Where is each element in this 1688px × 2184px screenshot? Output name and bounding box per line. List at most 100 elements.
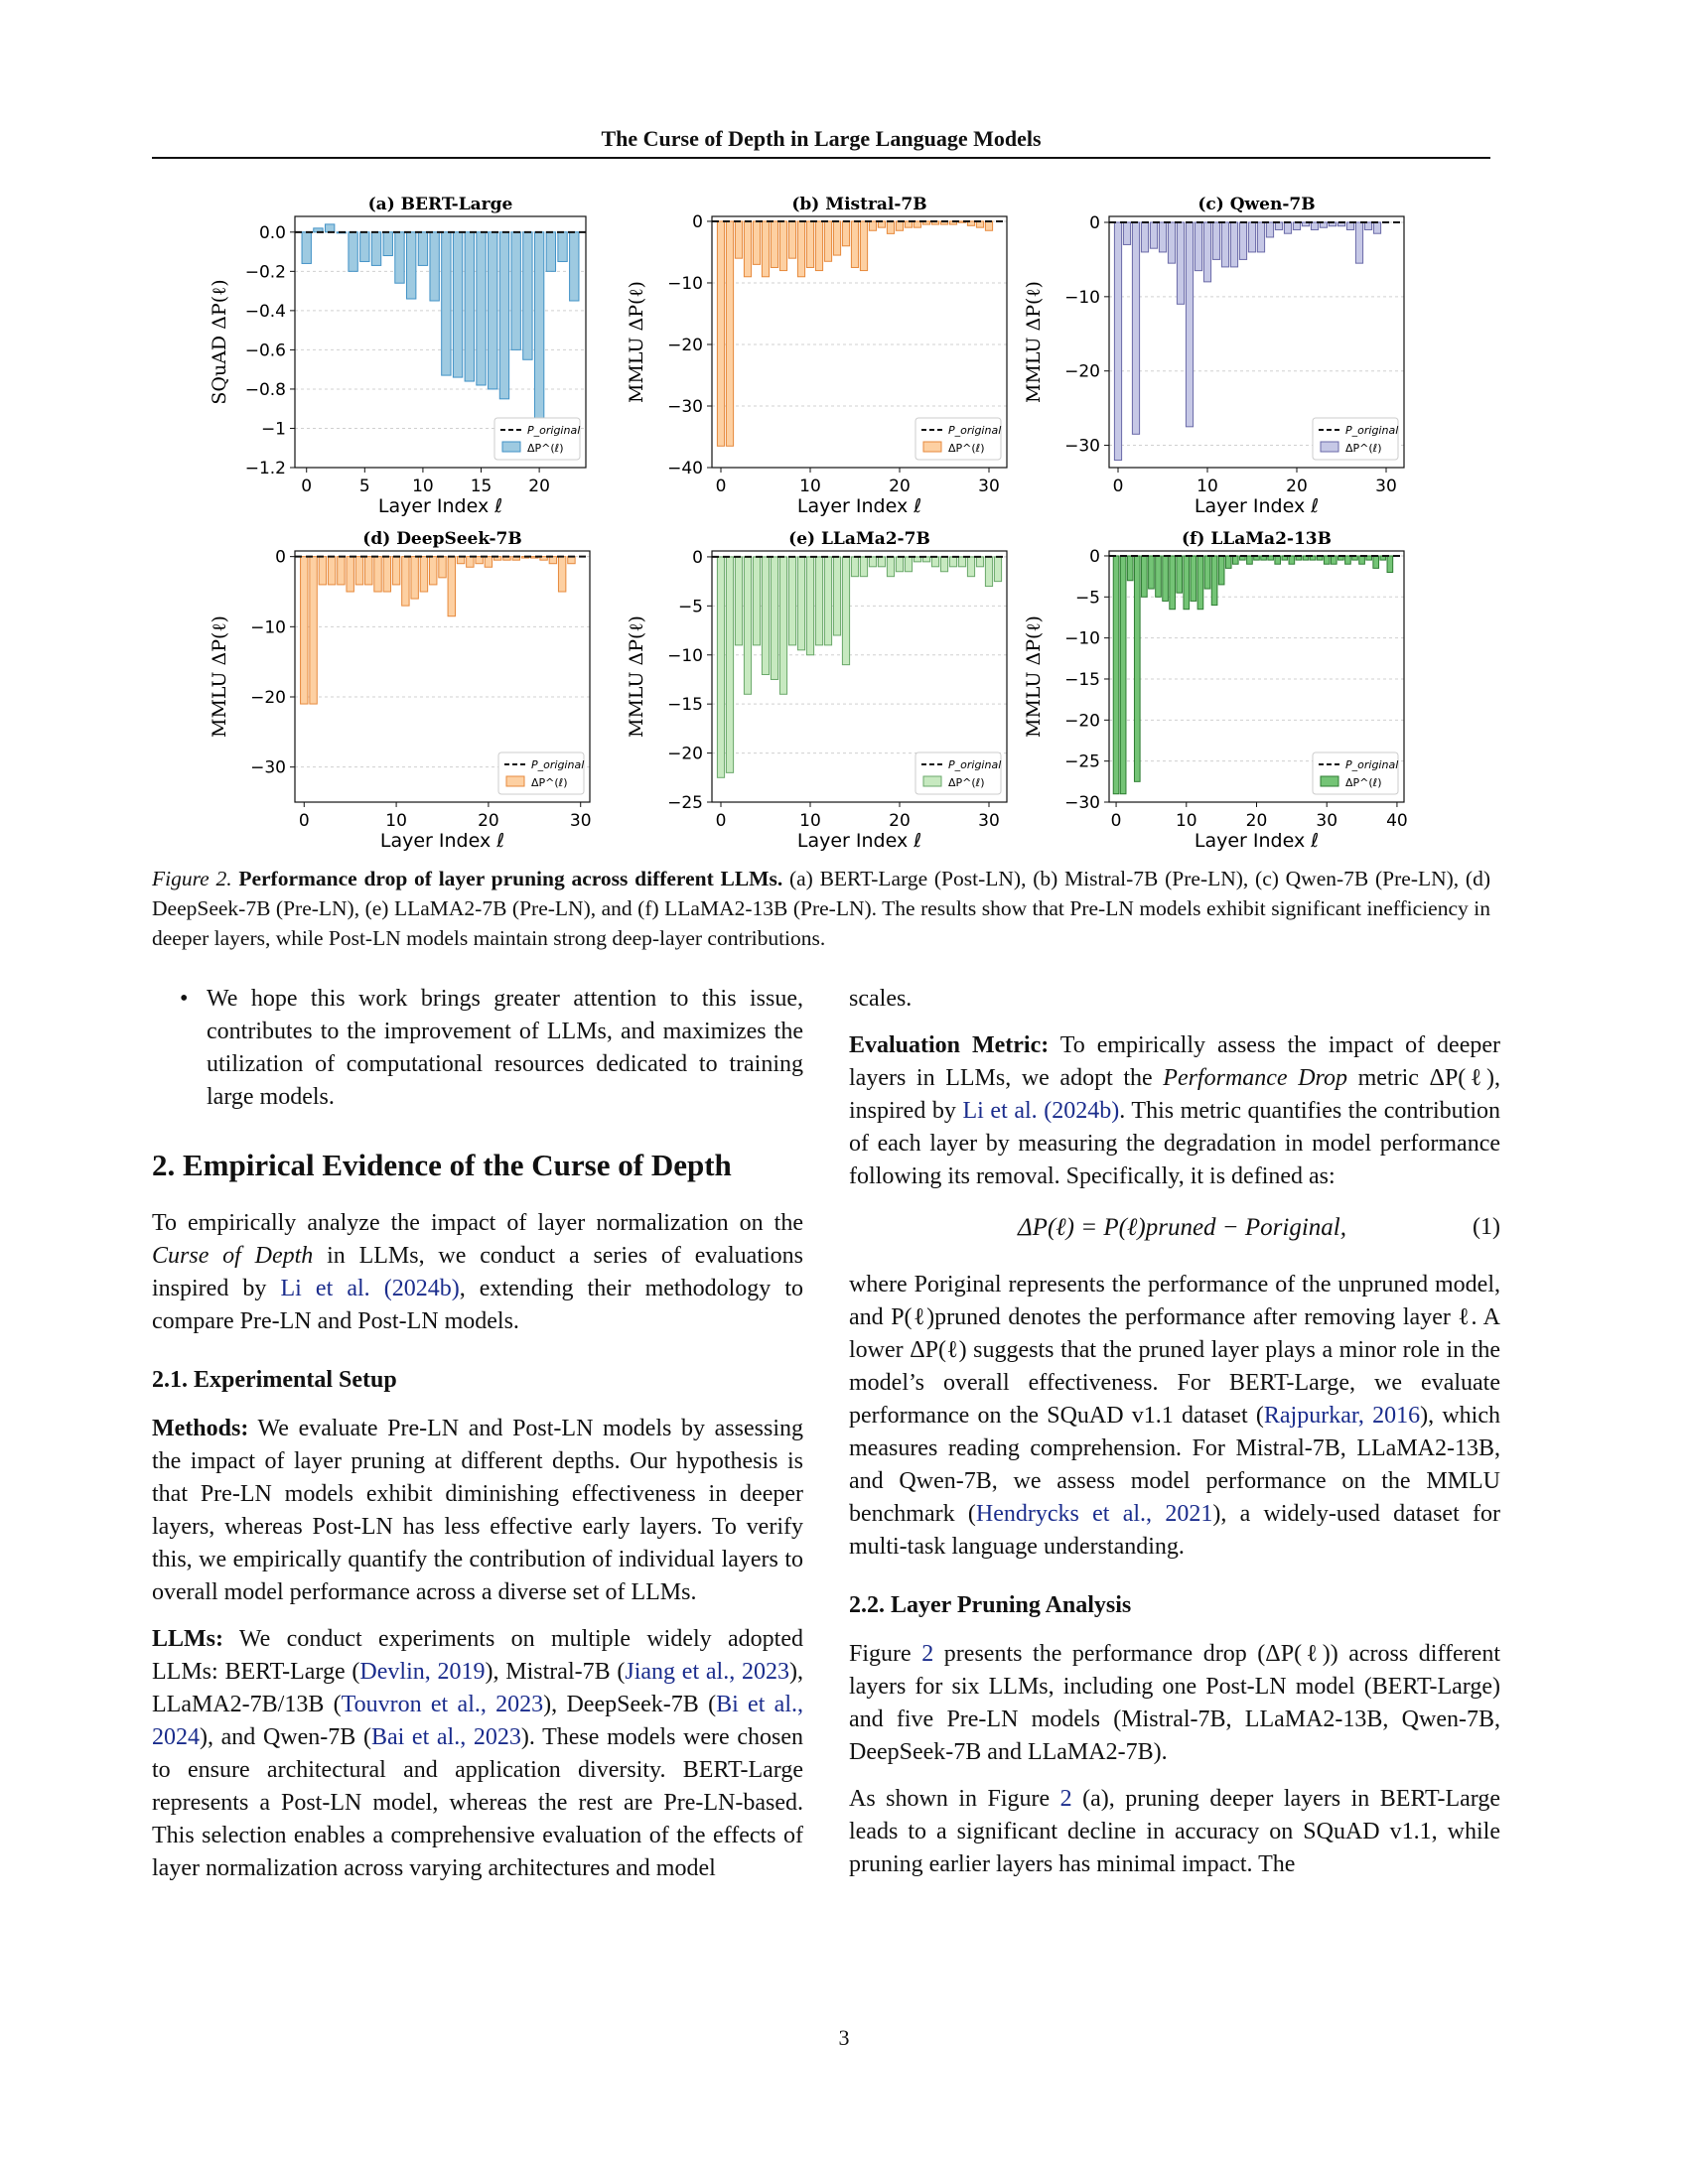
x-tick-label: 40 bbox=[1386, 811, 1408, 831]
bar bbox=[309, 556, 318, 705]
bar bbox=[1231, 555, 1239, 565]
bar bbox=[841, 556, 851, 666]
x-tick-label: 20 bbox=[1286, 477, 1308, 496]
bar bbox=[370, 231, 382, 266]
bar bbox=[1365, 555, 1372, 561]
bar bbox=[868, 556, 878, 568]
left-column: • We hope this work brings greater atten… bbox=[152, 983, 803, 1899]
bar bbox=[382, 556, 392, 593]
bar bbox=[948, 556, 958, 568]
bar bbox=[1238, 221, 1248, 260]
bar bbox=[984, 220, 994, 231]
y-tick-label: −25 bbox=[667, 793, 703, 813]
figure-ref-link[interactable]: 2 bbox=[1059, 1786, 1072, 1812]
bullet-icon: • bbox=[180, 986, 189, 1012]
figure-ref-link[interactable]: 2 bbox=[921, 1641, 934, 1667]
x-tick-label: 10 bbox=[412, 477, 434, 496]
bar bbox=[557, 231, 568, 262]
x-tick-label: 5 bbox=[359, 477, 370, 496]
citation-link[interactable]: Li et al. (2024b) bbox=[280, 1276, 460, 1301]
bar bbox=[1122, 221, 1132, 245]
citation-link[interactable]: Rajpurkar, 2016 bbox=[1263, 1403, 1421, 1429]
bar bbox=[823, 556, 833, 646]
citation-link[interactable]: Devlin, 2019 bbox=[359, 1659, 486, 1685]
figure-caption: Figure 2. Performance drop of layer prun… bbox=[152, 864, 1490, 953]
page-number: 3 bbox=[838, 2025, 850, 2050]
bar bbox=[1246, 555, 1253, 565]
x-tick-label: 30 bbox=[1316, 811, 1337, 831]
bar bbox=[1158, 221, 1168, 253]
bar bbox=[1345, 221, 1355, 230]
bar bbox=[1372, 221, 1382, 234]
plot-frame bbox=[1108, 215, 1405, 469]
bar bbox=[548, 556, 558, 565]
bar bbox=[939, 556, 949, 573]
caption-text: (a) BERT-Large (Post-LN), (b) Mistral-7B… bbox=[152, 867, 1490, 950]
bar bbox=[327, 556, 337, 586]
legend-bar-swatch bbox=[922, 441, 942, 453]
bar bbox=[522, 231, 533, 360]
legend-bar-swatch bbox=[505, 775, 525, 787]
x-tick-label: 0 bbox=[1113, 477, 1124, 496]
figure-2: 0.0 −0.2 −0.4 −0.6 −0.8 −1 −1.2 0 5 10 15 20 (a) BER… bbox=[149, 184, 1489, 859]
bar bbox=[301, 231, 312, 264]
panel-title: (b) Mistral-7B bbox=[791, 195, 926, 214]
bar bbox=[1358, 555, 1365, 565]
citation-link[interactable]: Jiang et al., 2023 bbox=[625, 1659, 789, 1685]
bar bbox=[1169, 555, 1176, 611]
x-tick-label: 0 bbox=[301, 477, 312, 496]
bar bbox=[475, 556, 484, 565]
citation-link[interactable]: Touvron et al., 2023 bbox=[341, 1692, 544, 1717]
bar bbox=[832, 556, 842, 636]
bar bbox=[1210, 555, 1218, 607]
y-tick-label: −30 bbox=[250, 758, 286, 778]
subsection-heading: 2.1. Experimental Setup bbox=[152, 1367, 397, 1393]
bar bbox=[567, 556, 576, 565]
bar bbox=[895, 220, 905, 231]
y-tick-label: −25 bbox=[1064, 752, 1100, 772]
x-tick-label: 20 bbox=[478, 811, 499, 831]
legend-label: ΔP^(ℓ) bbox=[1345, 776, 1382, 789]
bar bbox=[957, 556, 967, 568]
bar bbox=[557, 556, 567, 593]
bar bbox=[814, 556, 824, 646]
bar bbox=[886, 556, 896, 578]
y-tick-label: 0 bbox=[1089, 213, 1100, 233]
section-heading: 2. Empirical Evidence of the Curse of De… bbox=[152, 1148, 732, 1182]
bar bbox=[569, 231, 580, 302]
subsection-heading: 2.2. Layer Pruning Analysis bbox=[849, 1592, 1132, 1618]
legend-label: ΔP^(ℓ) bbox=[948, 442, 985, 455]
bar bbox=[761, 556, 771, 676]
y-tick-label: −0.6 bbox=[245, 341, 286, 360]
figure-2-charts: 0.0 −0.2 −0.4 −0.6 −0.8 −1 −1.2 0 5 10 15 20 (a) BER… bbox=[209, 195, 1408, 852]
bar bbox=[488, 231, 498, 390]
bar bbox=[787, 220, 797, 259]
y-tick-label: −15 bbox=[1064, 670, 1100, 690]
bar bbox=[510, 231, 521, 350]
citation-link[interactable]: Li et al. (2024b) bbox=[962, 1098, 1120, 1124]
citation-link[interactable]: Hendrycks et al., 2021 bbox=[975, 1501, 1213, 1527]
y-tick-label: −10 bbox=[667, 274, 703, 294]
citation-link[interactable]: Bai et al., 2023 bbox=[370, 1724, 521, 1750]
bar bbox=[401, 556, 410, 607]
bar bbox=[464, 231, 475, 382]
y-tick-label: −0.4 bbox=[245, 302, 286, 322]
bar bbox=[1330, 555, 1337, 565]
x-tick-label: 0 bbox=[1111, 811, 1122, 831]
bar bbox=[805, 220, 815, 268]
bar bbox=[859, 220, 869, 272]
bullet-text: We hope this work brings greater attenti… bbox=[207, 986, 803, 1110]
y-tick-label: −20 bbox=[667, 745, 703, 764]
bar bbox=[348, 231, 358, 272]
x-tick-label: 10 bbox=[799, 811, 821, 831]
pruning-paragraph-2: As shown in Figure 2 (a), pruning deeper… bbox=[849, 1786, 1501, 1877]
x-axis-label: Layer Index ℓ bbox=[797, 495, 921, 517]
bar bbox=[859, 556, 869, 578]
bar bbox=[895, 556, 905, 573]
bar bbox=[1140, 221, 1150, 253]
citation-link[interactable]: Bi et al., 2024 bbox=[152, 1692, 803, 1750]
y-tick-label: −15 bbox=[667, 695, 703, 715]
bar bbox=[966, 556, 976, 578]
bar bbox=[498, 231, 510, 400]
bar bbox=[743, 556, 753, 695]
